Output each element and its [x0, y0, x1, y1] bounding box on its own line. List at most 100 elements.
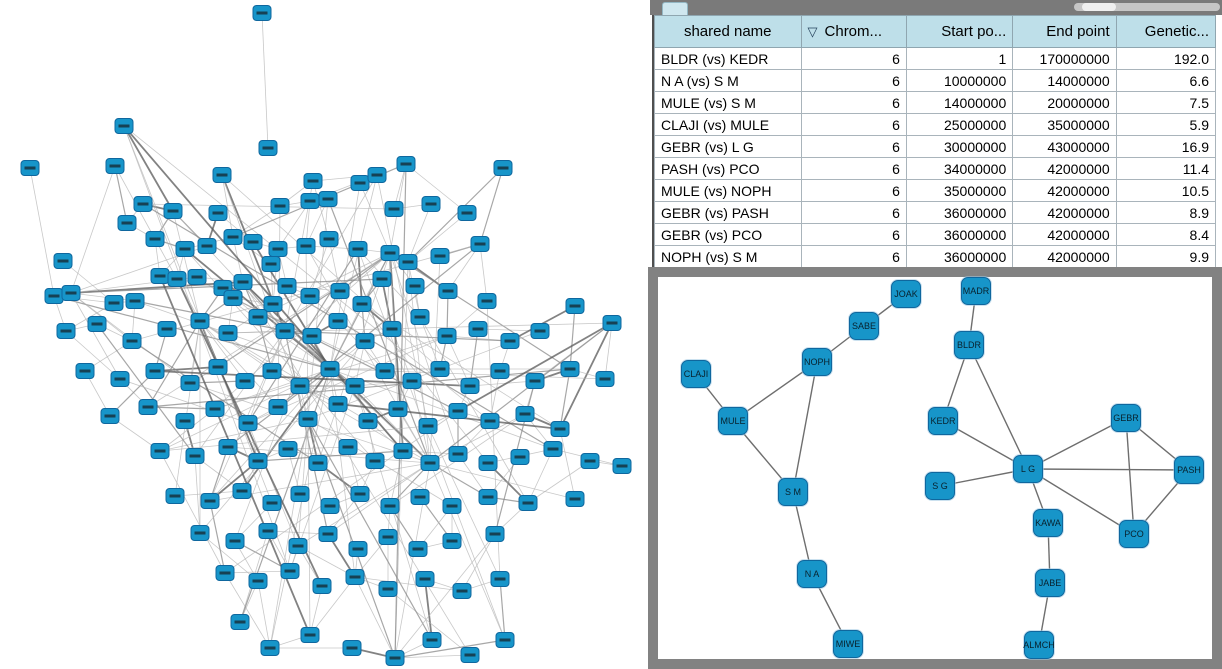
large-network-node[interactable] — [218, 439, 238, 455]
large-network-node[interactable] — [355, 333, 375, 349]
large-network-node[interactable] — [372, 271, 392, 287]
large-network-node[interactable] — [150, 268, 170, 284]
large-network-node[interactable] — [312, 578, 332, 594]
node-kawa[interactable]: KAWA — [1033, 509, 1063, 537]
node-sabe[interactable]: SABE — [849, 312, 879, 340]
large-network-node[interactable] — [418, 418, 438, 434]
large-network-node[interactable] — [330, 283, 350, 299]
large-network-node[interactable] — [56, 323, 76, 339]
node-joak[interactable]: JOAK — [891, 280, 921, 308]
node-s-g[interactable]: S G — [925, 472, 955, 500]
column-header-end-point[interactable]: End point — [1012, 15, 1117, 48]
large-network-node[interactable] — [348, 241, 368, 257]
large-network-node[interactable] — [595, 371, 615, 387]
table-row[interactable]: GEBR (vs) L G 6 30000000 43000000 16.9 — [654, 135, 1217, 158]
large-network-node[interactable] — [190, 525, 210, 541]
large-network-node[interactable] — [430, 361, 450, 377]
large-network-node[interactable] — [318, 526, 338, 542]
large-network-node[interactable] — [243, 234, 263, 250]
large-network-node[interactable] — [298, 411, 318, 427]
large-network-node[interactable] — [457, 205, 477, 221]
large-network-node[interactable] — [477, 293, 497, 309]
large-network-node[interactable] — [270, 198, 290, 214]
large-network-node[interactable] — [290, 486, 310, 502]
large-network-node[interactable] — [180, 375, 200, 391]
large-network-node[interactable] — [232, 483, 252, 499]
large-network-node[interactable] — [308, 455, 328, 471]
large-network-node[interactable] — [375, 363, 395, 379]
large-network-node[interactable] — [223, 290, 243, 306]
large-network-node[interactable] — [437, 328, 457, 344]
large-network-node[interactable] — [262, 363, 282, 379]
large-network-node[interactable] — [145, 231, 165, 247]
large-network-node[interactable] — [352, 296, 372, 312]
large-network-node[interactable] — [105, 158, 125, 174]
large-network-node[interactable] — [448, 446, 468, 462]
horizontal-scrollbar[interactable] — [1074, 3, 1220, 11]
large-network-node[interactable] — [378, 529, 398, 545]
large-network-node[interactable] — [275, 323, 295, 339]
large-network-node[interactable] — [422, 632, 442, 648]
node-madr[interactable]: MADR — [961, 277, 991, 305]
large-network-node[interactable] — [296, 238, 316, 254]
node-gebr[interactable]: GEBR — [1111, 404, 1141, 432]
large-network-node[interactable] — [415, 571, 435, 587]
large-network-node[interactable] — [380, 245, 400, 261]
large-network-node[interactable] — [365, 453, 385, 469]
node-pash[interactable]: PASH — [1174, 456, 1204, 484]
large-network-node[interactable] — [408, 541, 428, 557]
large-network-node[interactable] — [185, 448, 205, 464]
large-network-node[interactable] — [342, 640, 362, 656]
large-network-panel[interactable] — [0, 0, 648, 669]
panel-tab-fragment[interactable] — [662, 2, 688, 15]
large-network-node[interactable] — [525, 373, 545, 389]
large-network-node[interactable] — [44, 288, 64, 304]
large-network-node[interactable] — [117, 215, 137, 231]
large-network-node[interactable] — [478, 489, 498, 505]
large-network-node[interactable] — [302, 328, 322, 344]
large-network-node[interactable] — [75, 363, 95, 379]
table-row[interactable]: MULE (vs) NOPH 6 35000000 42000000 10.5 — [654, 179, 1217, 202]
large-network-node[interactable] — [345, 569, 365, 585]
large-network-node[interactable] — [223, 229, 243, 245]
large-network-node[interactable] — [133, 196, 153, 212]
node-bldr[interactable]: BLDR — [954, 331, 984, 359]
large-network-node[interactable] — [61, 285, 81, 301]
large-network-node[interactable] — [258, 523, 278, 539]
large-network-node[interactable] — [480, 413, 500, 429]
node-s-m[interactable]: S M — [778, 478, 808, 506]
large-network-node[interactable] — [396, 156, 416, 172]
table-row[interactable]: MULE (vs) S M 6 14000000 20000000 7.5 — [654, 91, 1217, 114]
large-network-node[interactable] — [378, 581, 398, 597]
large-network-node[interactable] — [53, 253, 73, 269]
table-row[interactable]: BLDR (vs) KEDR 6 1 170000000 192.0 — [654, 47, 1217, 70]
large-network-node[interactable] — [430, 248, 450, 264]
large-network-node[interactable] — [438, 283, 458, 299]
large-network-node[interactable] — [238, 415, 258, 431]
large-network-node[interactable] — [393, 443, 413, 459]
large-network-node[interactable] — [100, 408, 120, 424]
large-network-node[interactable] — [208, 359, 228, 375]
node-n-a[interactable]: N A — [797, 560, 827, 588]
large-network-node[interactable] — [421, 196, 441, 212]
large-network-node[interactable] — [303, 173, 323, 189]
large-network-node[interactable] — [114, 118, 134, 134]
large-network-node[interactable] — [345, 378, 365, 394]
large-network-node[interactable] — [320, 361, 340, 377]
large-network-node[interactable] — [382, 321, 402, 337]
column-header-start-po[interactable]: Start po... — [905, 15, 1014, 48]
large-network-node[interactable] — [410, 489, 430, 505]
large-network-node[interactable] — [470, 236, 490, 252]
table-row[interactable]: GEBR (vs) PASH 6 36000000 42000000 8.9 — [654, 201, 1217, 224]
table-row[interactable]: NOPH (vs) S M 6 36000000 42000000 9.9 — [654, 245, 1217, 268]
large-network-node[interactable] — [495, 632, 515, 648]
large-network-node[interactable] — [490, 363, 510, 379]
large-network-node[interactable] — [175, 413, 195, 429]
large-network-node[interactable] — [157, 321, 177, 337]
large-network-node[interactable] — [277, 278, 297, 294]
large-network-node[interactable] — [500, 333, 520, 349]
large-network-node[interactable] — [319, 231, 339, 247]
large-network-node[interactable] — [442, 533, 462, 549]
large-network-node[interactable] — [460, 378, 480, 394]
large-network-node[interactable] — [252, 5, 272, 21]
